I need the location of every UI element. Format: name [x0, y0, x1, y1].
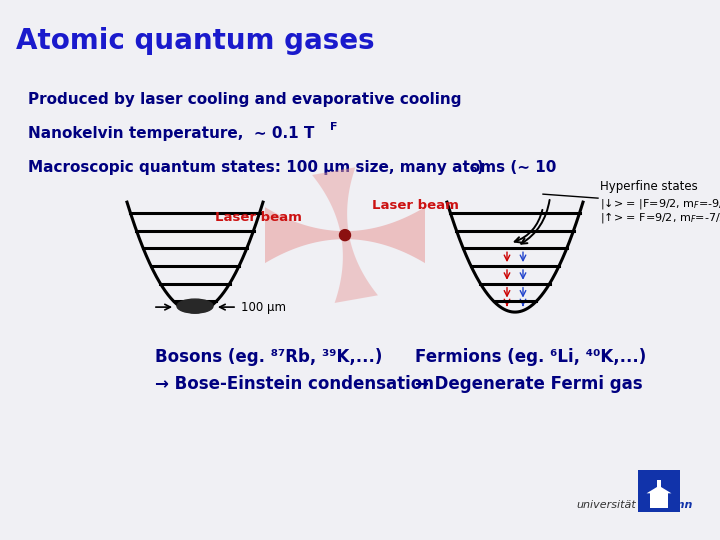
Text: Nanokelvin temperature,  ∼ 0.1 T: Nanokelvin temperature, ∼ 0.1 T: [28, 126, 315, 141]
Text: Laser beam: Laser beam: [372, 199, 459, 212]
Text: |↑> = F=9/2, m$_F$=-7/2>: |↑> = F=9/2, m$_F$=-7/2>: [600, 210, 720, 225]
Text: Produced by laser cooling and evaporative cooling: Produced by laser cooling and evaporativ…: [28, 92, 462, 107]
Text: Hyperfine states: Hyperfine states: [600, 180, 698, 193]
Bar: [657, 480, 662, 501]
Text: 100 μm: 100 μm: [241, 301, 286, 314]
Text: F: F: [330, 122, 338, 132]
Text: Atomic quantum gases: Atomic quantum gases: [16, 26, 374, 55]
Text: → Bose-Einstein condensation: → Bose-Einstein condensation: [155, 375, 434, 393]
Ellipse shape: [177, 299, 213, 313]
Text: Laser beam: Laser beam: [215, 211, 302, 224]
Polygon shape: [647, 486, 672, 494]
Bar: [649, 494, 668, 508]
Text: Macroscopic quantum states: 100 μm size, many atoms (∼ 10: Macroscopic quantum states: 100 μm size,…: [28, 160, 557, 175]
Circle shape: [340, 230, 351, 241]
Text: 6: 6: [469, 164, 476, 174]
Polygon shape: [265, 207, 425, 263]
Text: ): ): [477, 160, 484, 175]
Text: |↓> = |F=9/2, m$_F$=-9/2>: |↓> = |F=9/2, m$_F$=-9/2>: [600, 196, 720, 211]
Text: → Degenerate Fermi gas: → Degenerate Fermi gas: [415, 375, 643, 393]
Text: bonn: bonn: [662, 500, 693, 510]
Text: Fermions (eg. ⁶Li, ⁴⁰K,...): Fermions (eg. ⁶Li, ⁴⁰K,...): [415, 348, 647, 366]
FancyBboxPatch shape: [638, 470, 680, 512]
Text: Bosons (eg. ⁸⁷Rb, ³⁹K,...): Bosons (eg. ⁸⁷Rb, ³⁹K,...): [155, 348, 382, 366]
Polygon shape: [312, 167, 378, 303]
Text: universität: universität: [576, 500, 636, 510]
